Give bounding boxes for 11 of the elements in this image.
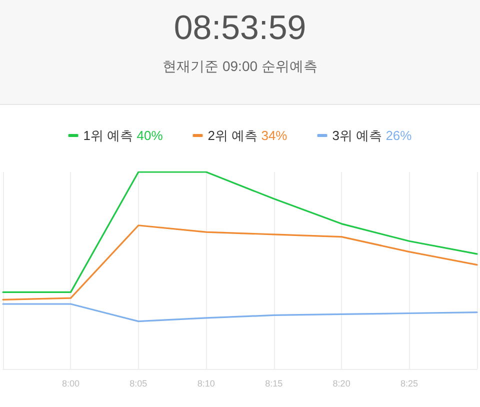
x-tick-label: 8:05 xyxy=(130,378,148,388)
legend-label: 1위 예측 40% xyxy=(83,128,164,143)
x-tick-label: 8:15 xyxy=(265,378,283,388)
x-tick-label: 8:25 xyxy=(400,378,418,388)
chart-title: 08:53:59 xyxy=(174,9,306,47)
legend-label: 3위 예측 26% xyxy=(332,128,412,143)
legend-label: 2위 예측 34% xyxy=(208,128,288,143)
x-tick-label: 8:10 xyxy=(197,378,215,388)
chart-subtitle: 현재기준 09:00 순위예측 xyxy=(162,58,318,74)
x-tick-label: 8:20 xyxy=(332,378,350,388)
x-tick-label: 8:00 xyxy=(62,378,80,388)
